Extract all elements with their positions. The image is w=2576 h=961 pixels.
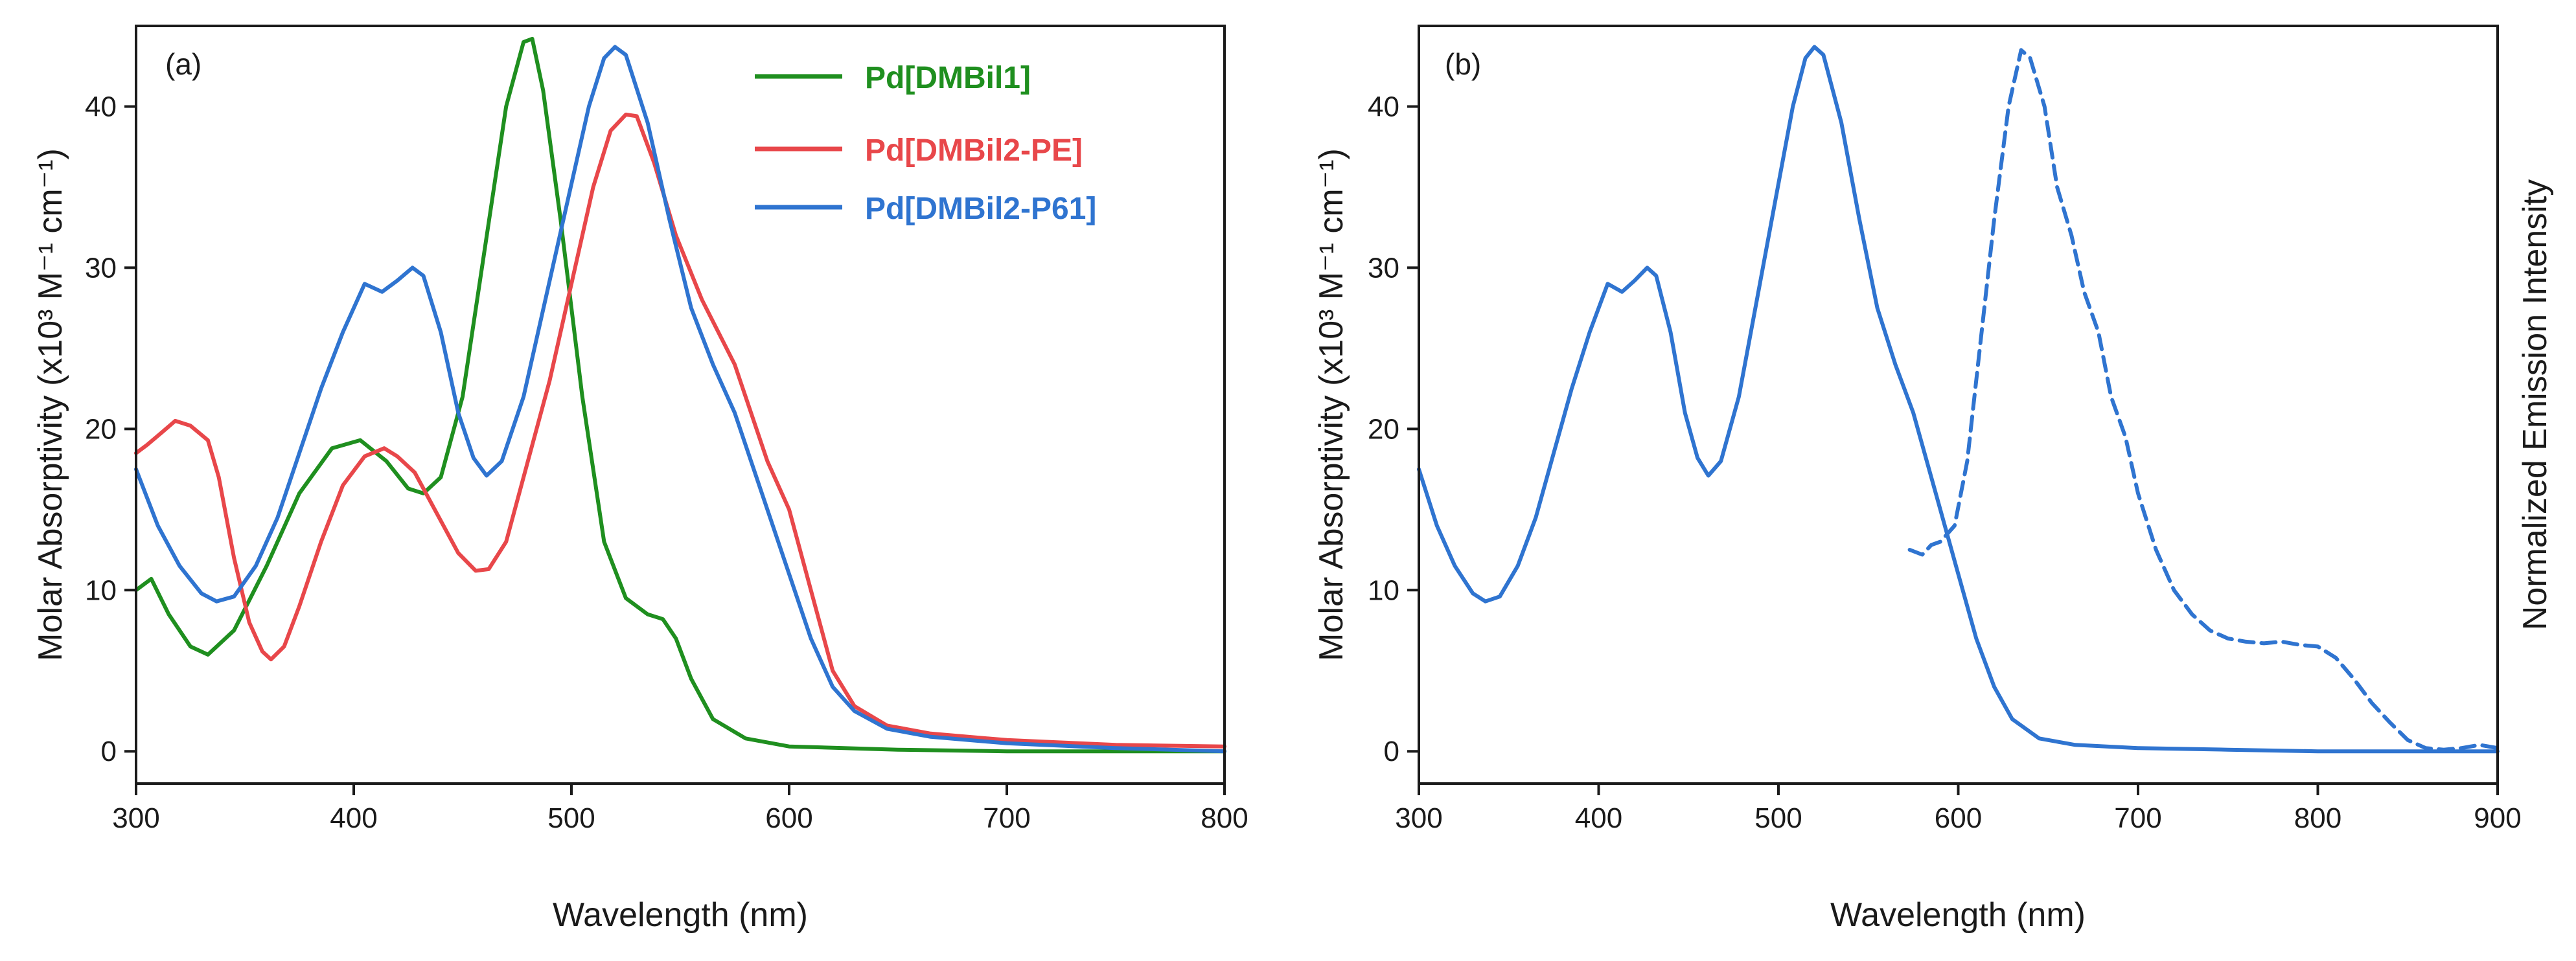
panel-b: 300 400 500 600 700 800 900 0 10 20 30 40 (b) Wavel… [1313, 25, 2554, 934]
panel-a: 300 400 500 600 700 800 0 10 20 30 40 (a) Waveleng… [32, 25, 1248, 934]
panel-b-x-tick-label: 300 [1395, 802, 1442, 834]
panel-b-x-tick-label: 600 [1935, 802, 1982, 834]
panel-b-series-emission-line [1907, 48, 2500, 752]
panel-b-label: (b) [1445, 47, 1481, 81]
panel-b-x-tick-label: 800 [2294, 802, 2341, 834]
panel-a-y-tick-label: 0 [101, 736, 117, 767]
panel-b-x-axis-title: Wavelength (nm) [1830, 896, 2086, 934]
panel-a-legend: Pd[DMBil1] Pd[DMBil2-PE] Pd[DMBil2-P61] [755, 61, 1096, 226]
panel-a-x-axis-title: Wavelength (nm) [553, 896, 808, 934]
panel-b-y-tick-label: 0 [1384, 736, 1399, 767]
panel-a-x-tick-label: 400 [330, 802, 377, 834]
panel-b-series-absorbance-line [1417, 45, 2500, 754]
panel-a-series-pd-dmbil2-pe-line [134, 112, 1226, 749]
panel-a-x-tick-label: 800 [1201, 802, 1248, 834]
panel-b-x-tick-label: 900 [2474, 802, 2521, 834]
panel-b-plot-content [1417, 45, 2500, 754]
panel-a-series-pd-dmbil2-p61-line [134, 45, 1226, 754]
panel-a-x-tick-label: 500 [547, 802, 595, 834]
panel-b-y-tick-label: 20 [1368, 413, 1399, 445]
panel-b-plot-frame [1418, 25, 2499, 785]
panel-b-right-y-axis-title: Normalized Emission Intensity [2516, 179, 2554, 630]
panel-a-ticks: 300 400 500 600 700 800 0 10 20 30 40 [85, 91, 1248, 834]
panel-b-y-tick-label: 40 [1368, 91, 1399, 122]
panel-a-y-tick-label: 30 [85, 252, 117, 284]
panel-a-label: (a) [165, 47, 201, 81]
legend-label-pd-dmbil2-pe: Pd[DMBil2-PE] [865, 133, 1083, 168]
panel-a-plot-frame [135, 25, 1226, 785]
panel-b-y-tick-label: 10 [1368, 574, 1399, 606]
panel-a-y-tick-label: 40 [85, 91, 117, 122]
panel-a-y-axis-title: Molar Absorptivity (x10³ M⁻¹ cm⁻¹) [32, 148, 69, 661]
panel-a-y-tick-label: 20 [85, 413, 117, 445]
panel-b-y-axis-title: Molar Absorptivity (x10³ M⁻¹ cm⁻¹) [1313, 148, 1350, 661]
legend-label-pd-dmbil1: Pd[DMBil1] [865, 61, 1031, 95]
panel-a-x-tick-label: 600 [765, 802, 812, 834]
panel-b-x-tick-label: 400 [1575, 802, 1622, 834]
panel-b-y-tick-label: 30 [1368, 252, 1399, 284]
panel-b-ticks: 300 400 500 600 700 800 900 0 10 20 30 40 [1368, 91, 2522, 834]
panel-b-x-tick-label: 500 [1754, 802, 1802, 834]
panel-a-x-tick-label: 300 [112, 802, 159, 834]
panel-a-series-pd-dmbil1-line [134, 36, 1226, 754]
panel-a-y-tick-label: 10 [85, 574, 117, 606]
legend-label-pd-dmbil2-p61: Pd[DMBil2-P61] [865, 192, 1096, 226]
panel-a-x-tick-label: 700 [983, 802, 1030, 834]
panel-b-x-tick-label: 700 [2114, 802, 2161, 834]
panel-a-plot-content [134, 36, 1226, 754]
